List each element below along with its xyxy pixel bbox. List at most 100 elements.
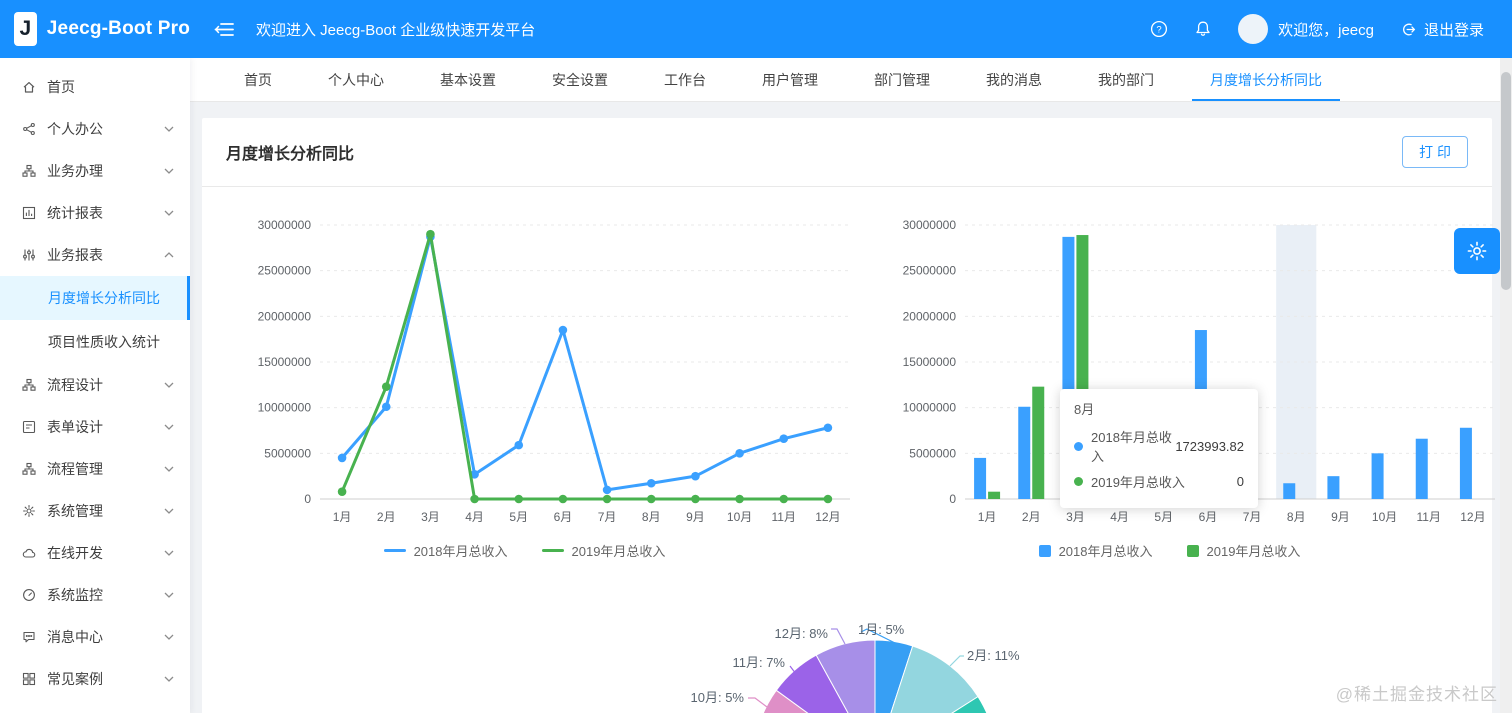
sidebar-item-monthly-growth[interactable]: 月度增长分析同比	[0, 276, 190, 320]
tab-home[interactable]: 首页	[244, 71, 272, 88]
svg-text:20000000: 20000000	[903, 309, 957, 323]
cluster-icon	[22, 164, 37, 178]
sidebar-item-process-design[interactable]: 流程设计	[0, 364, 190, 406]
logout-label: 退出登录	[1423, 21, 1484, 39]
svg-text:0: 0	[949, 492, 956, 506]
svg-text:1月: 1月	[333, 510, 352, 524]
chevron-down-icon	[164, 592, 174, 598]
sidebar-item-stat-report[interactable]: 统计报表	[0, 192, 190, 234]
tooltip-row: 2018年月总收入 1723993.82	[1074, 427, 1244, 465]
svg-text:6月: 6月	[554, 510, 573, 524]
share-icon	[22, 122, 37, 136]
svg-text:1月: 1月	[978, 510, 997, 524]
tab-security-settings[interactable]: 安全设置	[552, 71, 608, 88]
sidebar-item-business-report[interactable]: 业务报表	[0, 234, 190, 276]
scrollbar-track[interactable]	[1500, 58, 1512, 713]
pie-chart[interactable]: 12月: 8% 1月: 5% 2月: 11% 11月: 7% 10月: 5%	[615, 616, 1135, 713]
sidebar-item-message-center[interactable]: 消息中心	[0, 616, 190, 658]
tab-monthly-growth[interactable]: 月度增长分析同比	[1182, 58, 1350, 101]
bell-icon[interactable]	[1194, 20, 1212, 38]
header-actions: ? 欢迎您，jeecg 退出登录	[1150, 14, 1512, 44]
legend-item-2019[interactable]: 2019年月总收入	[1186, 541, 1300, 560]
legend-item-2018[interactable]: 2018年月总收入	[1038, 541, 1153, 560]
svg-text:0: 0	[304, 492, 311, 506]
tab-user-manage[interactable]: 用户管理	[762, 71, 818, 88]
settings-fab[interactable]	[1454, 228, 1500, 274]
logout-button[interactable]: 退出登录	[1400, 19, 1484, 40]
svg-text:8月: 8月	[642, 510, 661, 524]
tab-workbench[interactable]: 工作台	[664, 71, 706, 88]
svg-text:10月: 5%: 10月: 5%	[691, 690, 745, 705]
legend-item-2018[interactable]: 2018年月总收入	[383, 541, 508, 560]
svg-text:?: ?	[1156, 24, 1161, 35]
tab-basic-settings[interactable]: 基本设置	[440, 71, 496, 88]
tab-dept-manage[interactable]: 部门管理	[874, 71, 930, 88]
sidebar-item-system-monitor[interactable]: 系统监控	[0, 574, 190, 616]
svg-text:7月: 7月	[1243, 510, 1262, 524]
sidebar-item-system-manage[interactable]: 系统管理	[0, 490, 190, 532]
avatar	[1238, 14, 1269, 44]
series-dot-2018	[1074, 441, 1083, 451]
legend-line-marker	[541, 549, 564, 552]
svg-text:25000000: 25000000	[903, 264, 957, 278]
sidebar-item-personal-office[interactable]: 个人办公	[0, 108, 190, 150]
svg-text:5月: 5月	[1154, 510, 1173, 524]
svg-text:15000000: 15000000	[258, 355, 312, 369]
cloud-icon	[22, 546, 37, 560]
main-area: 首页 个人中心 基本设置 安全设置 工作台 用户管理 部门管理 我的消息 我的部…	[190, 58, 1512, 713]
chevron-down-icon	[164, 466, 174, 472]
chevron-down-icon	[164, 676, 174, 682]
print-button[interactable]: 打 印	[1402, 136, 1468, 168]
svg-text:30000000: 30000000	[258, 218, 312, 232]
page-title: 月度增长分析同比	[226, 146, 355, 163]
svg-text:12月: 8%: 12月: 8%	[775, 626, 829, 641]
grid-icon	[22, 672, 37, 686]
tab-my-dept[interactable]: 我的部门	[1098, 71, 1154, 88]
svg-text:9月: 9月	[686, 510, 705, 524]
svg-text:10月: 10月	[1372, 510, 1397, 524]
logo[interactable]: J Jeecg-Boot Pro	[0, 12, 190, 46]
svg-text:10月: 10月	[727, 510, 752, 524]
svg-text:11月: 11月	[1417, 510, 1441, 524]
user-greeting: 欢迎您，jeecg	[1278, 21, 1374, 39]
svg-text:10000000: 10000000	[258, 401, 312, 415]
svg-text:1月: 5%: 1月: 5%	[858, 622, 905, 637]
svg-text:20000000: 20000000	[258, 309, 312, 323]
watermark: @稀土掘金技术社区	[1335, 685, 1498, 704]
menu-fold-icon[interactable]	[214, 21, 234, 38]
line-chart-panel: 0 5000000 10000000 15000000 20000000 25000000…	[202, 207, 850, 560]
chevron-down-icon	[164, 210, 174, 216]
sidebar-item-online-dev[interactable]: 在线开发	[0, 532, 190, 574]
sidebar-item-home[interactable]: 首页	[0, 66, 190, 108]
svg-text:30000000: 30000000	[903, 218, 957, 232]
gear-icon	[1467, 241, 1487, 261]
gear-icon	[22, 504, 37, 518]
tab-my-messages[interactable]: 我的消息	[986, 71, 1042, 88]
svg-text:11月: 7%: 11月: 7%	[732, 655, 785, 670]
sidebar-item-common-cases[interactable]: 常见案例	[0, 658, 190, 700]
brand-title: Jeecg-Boot Pro	[46, 18, 190, 39]
svg-text:2月: 2月	[377, 510, 396, 524]
logo-letter: J	[19, 17, 32, 40]
chart-tooltip: 8月 2018年月总收入 1723993.82 2019年月总收入 0	[1060, 389, 1258, 508]
bar-chart-legend: 2018年月总收入 2019年月总收入	[847, 541, 1492, 560]
sidebar-item-process-manage[interactable]: 流程管理	[0, 448, 190, 490]
chevron-down-icon	[164, 634, 174, 640]
tooltip-row: 2019年月总收入 0	[1074, 472, 1244, 491]
scrollbar-thumb[interactable]	[1501, 72, 1511, 290]
logout-icon	[1403, 23, 1416, 35]
svg-text:4月: 4月	[465, 510, 484, 524]
sidebar-item-project-income[interactable]: 项目性质收入统计	[48, 334, 160, 350]
sidebar-item-form-design[interactable]: 表单设计	[0, 406, 190, 448]
svg-text:3月: 3月	[421, 510, 440, 524]
svg-text:2月: 11%: 2月: 11%	[967, 648, 1020, 663]
tab-personal-center[interactable]: 个人中心	[328, 71, 384, 88]
cluster-icon	[22, 378, 37, 392]
line-chart[interactable]: 0 5000000 10000000 15000000 20000000 25000000…	[242, 207, 862, 537]
sidebar-item-business-handle[interactable]: 业务办理	[0, 150, 190, 192]
legend-item-2019[interactable]: 2019年月总收入	[541, 541, 665, 560]
user-menu[interactable]: 欢迎您，jeecg	[1238, 14, 1374, 44]
svg-text:8月: 8月	[1287, 510, 1306, 524]
pie-chart-section: 12月: 8% 1月: 5% 2月: 11% 11月: 7% 10月: 5%	[202, 586, 1492, 713]
help-icon[interactable]: ?	[1150, 20, 1168, 38]
